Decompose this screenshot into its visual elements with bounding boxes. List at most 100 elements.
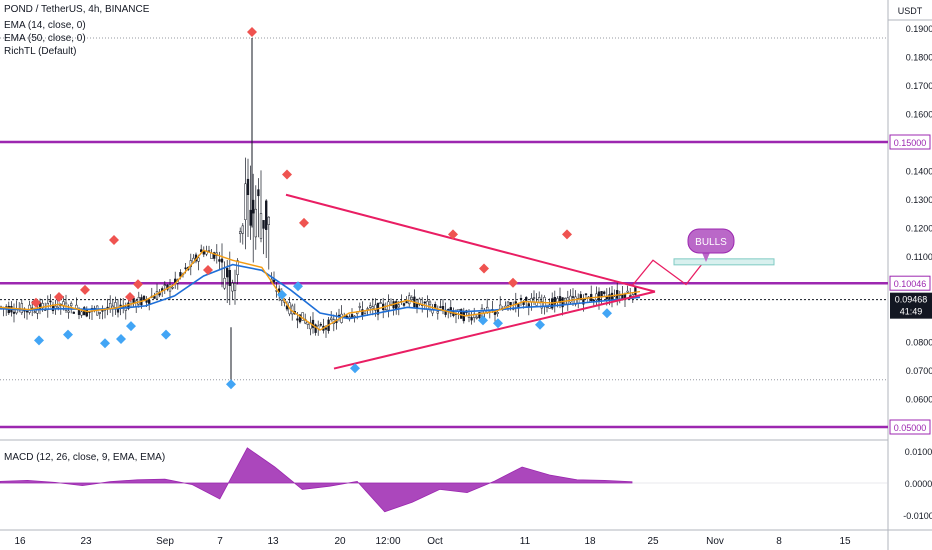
candle-body[interactable] [231, 282, 234, 292]
candle-body[interactable] [174, 278, 177, 283]
candle-body[interactable] [553, 297, 556, 305]
candle-body[interactable] [434, 304, 437, 308]
swing-high-marker[interactable] [31, 297, 41, 308]
candle-body[interactable] [244, 183, 247, 220]
candle-body[interactable] [114, 302, 117, 308]
candle-body[interactable] [220, 258, 224, 263]
bulls-callout[interactable] [687, 228, 735, 254]
swing-low-marker[interactable] [226, 379, 236, 390]
candle-body[interactable] [350, 314, 354, 318]
richtl-legend[interactable]: RichTL (Default) [4, 46, 77, 57]
candle-body[interactable] [246, 178, 250, 196]
candle-body[interactable] [241, 225, 244, 234]
swing-low-marker[interactable] [277, 289, 287, 300]
upper-trendline[interactable] [285, 193, 656, 293]
candle-body[interactable] [397, 304, 400, 308]
candle-body[interactable] [257, 189, 260, 197]
candle-body[interactable] [72, 311, 75, 314]
candle-body[interactable] [226, 267, 229, 278]
swing-high-marker[interactable] [282, 169, 292, 180]
candle-body[interactable] [480, 307, 484, 317]
candle-body[interactable] [184, 267, 187, 270]
swing-low-marker[interactable] [350, 363, 360, 374]
candle-body[interactable] [571, 296, 575, 298]
candle-body[interactable] [200, 249, 203, 253]
time-axis[interactable]: 16 23 Sep 7 13 20 12:00 Oct 11 18 25 Nov 8 15 [0, 530, 932, 550]
candle-body[interactable] [348, 316, 351, 318]
swing-high-marker[interactable] [125, 292, 135, 303]
candle-body[interactable] [98, 311, 101, 314]
ema14-legend[interactable]: EMA (14, close, 0) [4, 20, 86, 31]
candle-body[interactable] [475, 316, 478, 319]
candle-body[interactable] [496, 311, 499, 314]
candle-body[interactable] [296, 318, 299, 321]
candle-body[interactable] [265, 200, 268, 230]
swing-low-marker[interactable] [100, 338, 110, 349]
swing-high-marker[interactable] [80, 284, 90, 295]
candle-body[interactable] [262, 220, 265, 229]
candle-body[interactable] [218, 259, 221, 262]
candle-body[interactable] [223, 277, 226, 289]
candle-body[interactable] [418, 298, 421, 305]
swing-low-marker[interactable] [293, 281, 303, 292]
candle-body[interactable] [358, 306, 361, 308]
candle-body[interactable] [634, 286, 637, 295]
candle-body[interactable] [525, 297, 528, 301]
candle-body[interactable] [410, 296, 413, 300]
candle-body[interactable] [366, 308, 369, 310]
candle-body[interactable] [197, 257, 200, 262]
candle-body[interactable] [470, 317, 473, 321]
candle-body[interactable] [301, 312, 304, 321]
candle-body[interactable] [49, 300, 52, 303]
ema14-line[interactable] [0, 249, 641, 331]
candle-body[interactable] [509, 302, 512, 306]
candle-body[interactable] [239, 231, 242, 234]
candle-body[interactable] [252, 199, 255, 214]
candle-body[interactable] [267, 216, 270, 225]
candle-body[interactable] [543, 297, 546, 307]
candle-body[interactable] [379, 302, 382, 304]
candle-body[interactable] [569, 295, 572, 303]
candle-body[interactable] [101, 310, 104, 312]
candle-body[interactable] [556, 298, 559, 303]
candle-body[interactable] [371, 306, 374, 309]
swing-low-marker[interactable] [63, 329, 73, 340]
candle-body[interactable] [80, 311, 83, 316]
swing-high-marker[interactable] [299, 217, 309, 228]
candle-body[interactable] [249, 209, 252, 226]
candle-body[interactable] [210, 252, 213, 259]
candle-body[interactable] [478, 312, 481, 319]
swing-high-marker[interactable] [508, 277, 518, 288]
candle-body[interactable] [272, 279, 276, 283]
candle-body[interactable] [423, 301, 426, 304]
candle-body[interactable] [254, 208, 257, 238]
swing-high-marker[interactable] [109, 235, 119, 246]
swing-low-marker[interactable] [478, 315, 488, 326]
candle-body[interactable] [137, 297, 140, 305]
candle-body[interactable] [462, 311, 465, 322]
swing-low-marker[interactable] [602, 308, 612, 319]
swing-low-marker[interactable] [493, 318, 503, 329]
candle-body[interactable] [369, 305, 372, 308]
candle-body[interactable] [314, 324, 317, 333]
candle-body[interactable] [361, 309, 364, 316]
candle-body[interactable] [75, 304, 78, 309]
candle-body[interactable] [20, 303, 23, 314]
candle-body[interactable] [402, 303, 406, 306]
swing-low-marker[interactable] [535, 319, 545, 330]
candle-body[interactable] [228, 270, 231, 286]
candle-body[interactable] [592, 299, 595, 302]
candle-body[interactable] [33, 311, 36, 313]
candle-body[interactable] [610, 292, 614, 301]
candle-body[interactable] [153, 296, 156, 299]
ema50-legend[interactable]: EMA (50, close, 0) [4, 33, 86, 44]
candle-body[interactable] [532, 297, 536, 299]
macd-histogram[interactable] [0, 447, 633, 513]
candle-body[interactable] [236, 260, 239, 276]
candle-body[interactable] [171, 286, 174, 289]
candle-body[interactable] [374, 304, 377, 311]
candle-body[interactable] [415, 303, 419, 308]
candle-body[interactable] [319, 324, 322, 326]
swing-low-marker[interactable] [34, 335, 44, 346]
